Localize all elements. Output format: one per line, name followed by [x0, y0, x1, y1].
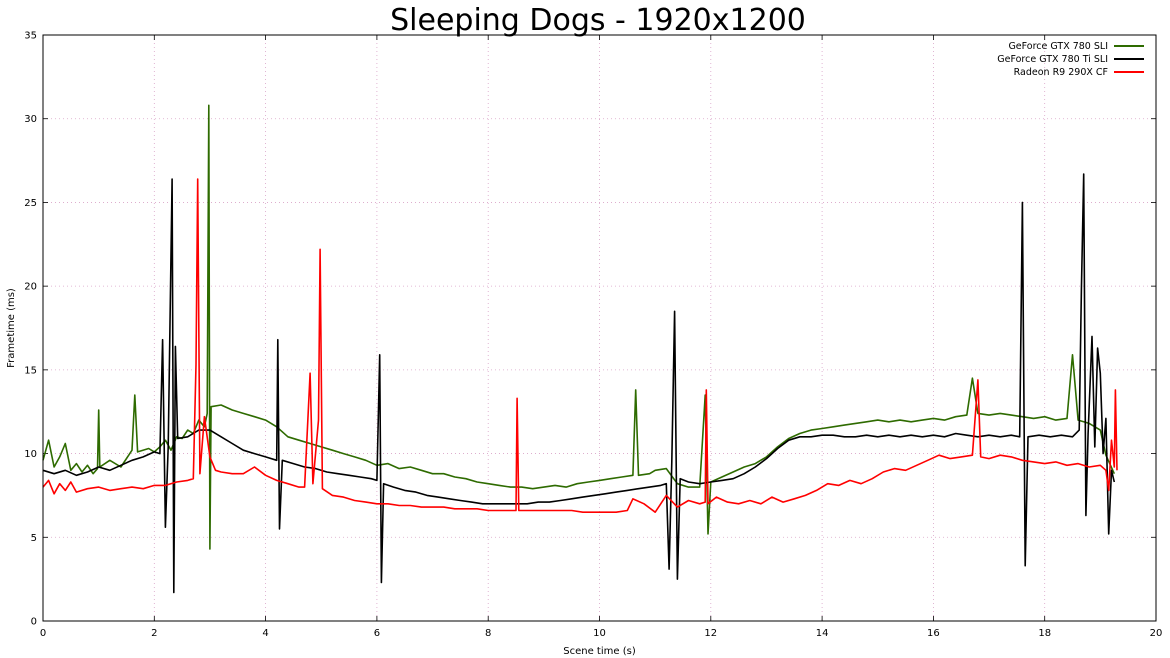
y-tick-label: 0 — [31, 617, 37, 628]
y-tick-label: 25 — [24, 198, 37, 209]
legend-label: Radeon R9 290X CF — [1014, 67, 1108, 78]
y-tick-label: 5 — [31, 533, 37, 544]
y-tick-label: 15 — [24, 365, 37, 376]
grid-lines — [43, 35, 1156, 621]
y-tick-label: 35 — [24, 31, 37, 42]
axis-ticks: 0 2 4 6 8 10 12 14 16 18 20 0 5 10 15 20 25 30 35 — [24, 31, 1162, 640]
y-tick-label: 30 — [24, 114, 37, 125]
x-tick-label: 6 — [374, 628, 380, 639]
series-line-2 — [42, 173, 1116, 594]
series-group — [42, 104, 1118, 594]
x-tick-label: 10 — [593, 628, 606, 639]
x-tick-label: 8 — [485, 628, 491, 639]
y-tick-label: 20 — [24, 282, 37, 293]
y-axis-label: Frametime (ms) — [6, 288, 17, 368]
legend-label: GeForce GTX 780 SLI — [1008, 41, 1108, 52]
x-tick-label: 4 — [262, 628, 268, 639]
plot-frame — [42, 34, 1157, 622]
series-line-3 — [42, 178, 1118, 513]
legend-label: GeForce GTX 780 Ti SLI — [997, 54, 1108, 65]
chart-title: Sleeping Dogs - 1920x1200 — [390, 3, 806, 38]
x-tick-label: 20 — [1150, 628, 1163, 639]
x-tick-label: 14 — [816, 628, 829, 639]
y-tick-label: 10 — [24, 449, 37, 460]
x-tick-label: 0 — [40, 628, 46, 639]
legend: GeForce GTX 780 SLI GeForce GTX 780 Ti SL… — [997, 41, 1144, 78]
x-tick-label: 16 — [927, 628, 940, 639]
x-tick-label: 2 — [151, 628, 157, 639]
x-tick-label: 12 — [704, 628, 717, 639]
x-axis-label: Scene time (s) — [563, 646, 636, 657]
x-tick-label: 18 — [1038, 628, 1051, 639]
series-line-1 — [42, 104, 1116, 550]
